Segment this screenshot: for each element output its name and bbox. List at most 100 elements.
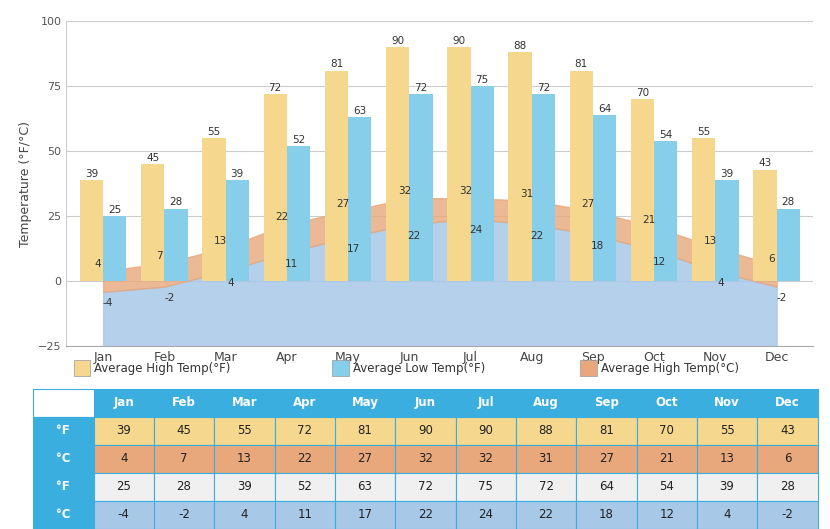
Bar — [777, 208, 800, 281]
Text: 13: 13 — [214, 235, 227, 245]
Text: 25: 25 — [116, 480, 131, 494]
Bar — [757, 445, 818, 473]
Text: 63: 63 — [358, 480, 373, 494]
Bar — [334, 501, 395, 529]
Bar — [275, 473, 334, 501]
Text: 6: 6 — [769, 254, 775, 264]
Bar — [456, 389, 516, 417]
Bar — [33, 445, 94, 473]
Bar — [637, 501, 697, 529]
Bar — [471, 86, 494, 281]
Text: -4: -4 — [103, 298, 113, 308]
Text: 52: 52 — [297, 480, 312, 494]
Text: 27: 27 — [358, 452, 373, 466]
Bar — [154, 473, 214, 501]
Bar — [395, 389, 456, 417]
Text: 72: 72 — [269, 83, 282, 93]
Text: 39: 39 — [231, 169, 244, 179]
Text: 24: 24 — [478, 508, 493, 522]
Text: 22: 22 — [408, 231, 421, 241]
Text: 54: 54 — [659, 130, 672, 140]
Text: May: May — [352, 396, 378, 409]
Text: -2: -2 — [776, 293, 787, 303]
Text: 27: 27 — [599, 452, 614, 466]
Bar — [154, 445, 214, 473]
Text: 52: 52 — [292, 135, 305, 145]
Text: 22: 22 — [297, 452, 312, 466]
Text: 28: 28 — [177, 480, 192, 494]
Text: 7: 7 — [180, 452, 188, 466]
Text: 27: 27 — [582, 199, 595, 209]
Bar — [456, 501, 516, 529]
Text: 70: 70 — [659, 424, 674, 437]
Text: 72: 72 — [537, 83, 550, 93]
Text: 21: 21 — [642, 215, 656, 225]
Text: Oct: Oct — [656, 396, 678, 409]
Text: 81: 81 — [574, 59, 588, 69]
Text: 12: 12 — [652, 257, 666, 267]
Text: 39: 39 — [720, 480, 735, 494]
Bar — [94, 417, 154, 445]
Bar — [334, 389, 395, 417]
Text: 88: 88 — [539, 424, 554, 437]
Bar — [214, 501, 275, 529]
Text: 28: 28 — [169, 197, 183, 207]
Text: 4: 4 — [241, 508, 248, 522]
Bar — [509, 52, 532, 281]
Text: Dec: Dec — [775, 396, 800, 409]
Text: 64: 64 — [598, 104, 611, 114]
Text: 22: 22 — [539, 508, 554, 522]
Text: 17: 17 — [358, 508, 373, 522]
Text: 72: 72 — [417, 480, 433, 494]
Text: Apr: Apr — [293, 396, 316, 409]
Bar — [332, 360, 349, 376]
Text: 32: 32 — [478, 452, 493, 466]
Text: 39: 39 — [720, 169, 734, 179]
Text: 90: 90 — [452, 36, 466, 46]
Text: 64: 64 — [599, 480, 614, 494]
Text: 22: 22 — [276, 212, 289, 222]
Bar — [757, 473, 818, 501]
Text: Mar: Mar — [232, 396, 257, 409]
Y-axis label: Temperature (°F/°C): Temperature (°F/°C) — [19, 121, 32, 247]
Text: 55: 55 — [697, 127, 710, 137]
Text: 32: 32 — [418, 452, 432, 466]
Text: 4: 4 — [723, 508, 730, 522]
Text: 4: 4 — [95, 259, 101, 269]
Text: 7: 7 — [156, 251, 163, 261]
Bar — [757, 389, 818, 417]
Text: 43: 43 — [780, 424, 795, 437]
Text: 21: 21 — [659, 452, 674, 466]
Text: 43: 43 — [759, 158, 772, 168]
Text: 90: 90 — [478, 424, 493, 437]
Text: 32: 32 — [459, 186, 472, 196]
Text: 81: 81 — [330, 59, 343, 69]
Bar — [334, 473, 395, 501]
Text: 72: 72 — [414, 83, 427, 93]
Bar — [226, 180, 249, 281]
Bar — [576, 473, 637, 501]
Text: 63: 63 — [353, 106, 366, 116]
Text: 12: 12 — [659, 508, 674, 522]
Bar — [214, 473, 275, 501]
Bar — [697, 501, 757, 529]
Bar — [697, 389, 757, 417]
Text: 81: 81 — [599, 424, 614, 437]
Text: °F: °F — [56, 480, 71, 494]
Bar — [580, 360, 597, 376]
Text: 90: 90 — [418, 424, 432, 437]
Text: Aug: Aug — [533, 396, 559, 409]
Bar — [697, 445, 757, 473]
Text: 11: 11 — [297, 508, 312, 522]
Bar — [348, 117, 371, 281]
Bar — [692, 138, 715, 281]
Bar — [395, 501, 456, 529]
Bar — [447, 47, 471, 281]
Bar — [94, 501, 154, 529]
Text: Average Low Temp(°F): Average Low Temp(°F) — [353, 361, 485, 375]
Bar — [532, 94, 555, 281]
Bar — [33, 389, 94, 417]
Bar — [576, 389, 637, 417]
Text: 4: 4 — [120, 452, 128, 466]
Text: -2: -2 — [782, 508, 793, 522]
